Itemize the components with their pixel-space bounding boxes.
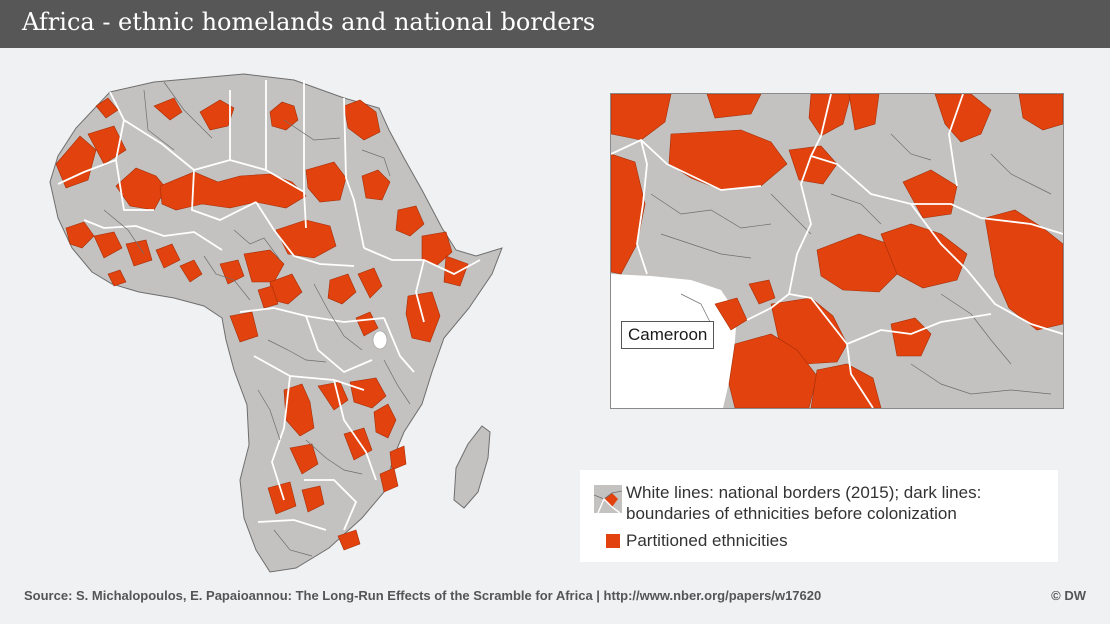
inset-national-borders [611, 94, 1063, 408]
map-legend: White lines: national borders (2015); da… [580, 470, 1058, 562]
inset-partitioned-regions [611, 94, 1063, 408]
africa-map [49, 73, 503, 573]
ethnic-boundaries [103, 81, 411, 557]
cameroon-label: Cameroon [628, 325, 708, 344]
source-note: Source: S. Michalopoulos, E. Papaioannou… [24, 588, 822, 603]
ethnic-map-icon [594, 485, 622, 513]
inset-map-graphic [611, 94, 1063, 408]
legend-ethnic-text: White lines: national borders (2015); da… [626, 483, 982, 523]
partitioned-swatch-icon [606, 534, 620, 548]
inset-ethnic-boundaries [650, 133, 1052, 395]
page-title: Africa - ethnic homelands and national b… [22, 8, 596, 36]
inset-map-cameroon [610, 93, 1064, 409]
credit-dw: © DW [1051, 588, 1086, 603]
header-bar: Africa - ethnic homelands and national b… [0, 0, 1110, 48]
legend-partitioned-text: Partitioned ethnicities [626, 531, 788, 550]
national-borders [57, 80, 481, 531]
madagascar [453, 425, 491, 509]
lake-victoria [372, 330, 388, 350]
cameroon-callout: Cameroon [621, 321, 715, 349]
partitioned-regions [55, 97, 469, 551]
